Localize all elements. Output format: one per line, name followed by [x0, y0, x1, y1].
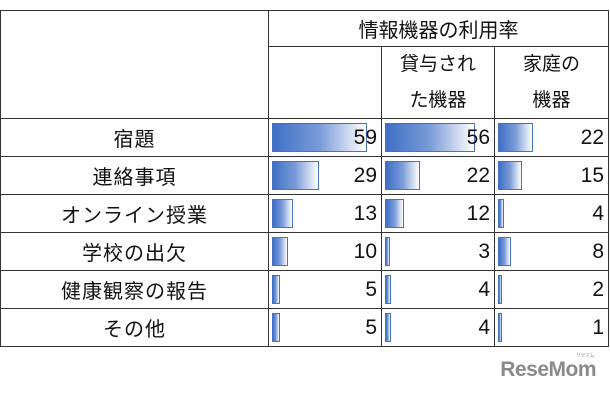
data-bar	[272, 161, 319, 190]
logo-text: ReseMom	[500, 358, 596, 381]
header-col2-line2: た機器	[381, 82, 495, 119]
header-col2-line1: 貸与され	[381, 46, 495, 83]
data-label: 1	[592, 315, 605, 339]
value-cell: 10	[268, 232, 382, 271]
bar-track	[385, 275, 480, 304]
value-cell: 12	[381, 194, 495, 233]
row-label: 宿題	[0, 118, 269, 157]
row-label: その他	[0, 308, 269, 347]
data-bar	[385, 237, 390, 266]
data-label: 8	[592, 239, 605, 263]
data-label: 4	[478, 315, 490, 339]
data-bar	[498, 123, 534, 152]
row-label: オンライン授業	[0, 194, 269, 233]
value-cell: 15	[493, 156, 610, 195]
data-label: 5	[365, 315, 377, 339]
data-label: 4	[592, 201, 605, 225]
table-row: 学校の出欠 10 3 8	[0, 232, 610, 271]
logo-small-text: リセマム	[575, 353, 595, 359]
data-bar	[385, 161, 421, 190]
data-bar	[385, 199, 405, 228]
bar-track	[385, 237, 480, 266]
data-label: 13	[353, 201, 377, 225]
data-bar	[272, 237, 289, 266]
header-row-2: 貸与され 家庭の	[1, 46, 610, 119]
data-label: 59	[353, 125, 377, 149]
value-cell: 22	[381, 156, 495, 195]
data-bar	[272, 275, 281, 304]
value-cell: 56	[381, 118, 495, 157]
value-cell: 59	[268, 118, 382, 157]
data-label: 12	[466, 201, 490, 225]
value-cell: 29	[268, 156, 382, 195]
header-row-1: 情報機器の利用率	[0, 10, 610, 119]
table-row: オンライン授業 13 12 4	[0, 194, 610, 233]
header-group-title: 情報機器の利用率	[267, 10, 610, 47]
data-label: 56	[466, 125, 490, 149]
value-cell: 1	[493, 308, 610, 347]
bar-track	[498, 123, 593, 152]
value-cell: 13	[268, 194, 382, 233]
data-label: 10	[353, 239, 377, 263]
data-bar	[385, 123, 476, 152]
row-label: 連絡事項	[0, 156, 269, 195]
table-row: 連絡事項 29 22 15	[0, 156, 610, 195]
bar-track	[498, 237, 593, 266]
bar-track	[272, 161, 367, 190]
value-cell: 5	[268, 270, 382, 309]
data-bar	[498, 161, 523, 190]
data-label: 22	[580, 125, 605, 149]
data-label: 22	[466, 163, 490, 187]
data-bar	[498, 237, 511, 266]
value-cell: 4	[381, 270, 495, 309]
bar-track	[498, 313, 593, 342]
data-table-container: 情報機器の利用率 貸与され 家庭の た機器 機器 宿題 59 56 22 連絡事項 29 2…	[0, 10, 610, 360]
header-corner-cell	[0, 10, 269, 119]
header-col3-line2: 機器	[493, 82, 610, 119]
data-bar	[272, 313, 281, 342]
bar-track	[272, 199, 367, 228]
bar-track	[498, 199, 593, 228]
header-col1-blank	[268, 46, 382, 119]
data-label: 5	[365, 277, 377, 301]
value-cell: 4	[381, 308, 495, 347]
bar-track	[385, 199, 480, 228]
bar-track	[272, 123, 367, 152]
bar-track	[385, 161, 480, 190]
data-bar	[498, 275, 502, 304]
value-cell: 8	[493, 232, 610, 271]
table-row: 健康観察の報告 5 4 2	[0, 270, 610, 309]
value-cell: 22	[493, 118, 610, 157]
data-label: 29	[353, 163, 377, 187]
data-bar	[385, 313, 392, 342]
bar-track	[498, 275, 593, 304]
data-label: 3	[478, 239, 490, 263]
table-row: 宿題 59 56 22	[0, 118, 610, 157]
bar-track	[498, 161, 593, 190]
data-label: 15	[580, 163, 605, 187]
bar-track	[385, 313, 480, 342]
data-label: 2	[592, 277, 605, 301]
usage-rate-table: 情報機器の利用率 貸与され 家庭の た機器 機器 宿題 59 56 22 連絡事項 29 2…	[0, 10, 610, 347]
bar-track	[272, 237, 367, 266]
bar-track	[385, 123, 480, 152]
data-bar	[272, 123, 367, 152]
data-bar	[385, 275, 392, 304]
bar-track	[272, 313, 367, 342]
data-bar	[272, 199, 293, 228]
value-cell: 3	[381, 232, 495, 271]
header-col3-line1: 家庭の	[493, 46, 610, 83]
value-cell: 2	[493, 270, 610, 309]
table-body: 情報機器の利用率 貸与され 家庭の た機器 機器 宿題 59 56 22 連絡事項 29 2…	[0, 10, 610, 347]
value-cell: 4	[493, 194, 610, 233]
data-bar	[498, 313, 502, 342]
table-row: その他 5 4 1	[0, 308, 610, 347]
value-cell: 5	[268, 308, 382, 347]
data-label: 4	[478, 277, 490, 301]
row-label: 学校の出欠	[0, 232, 269, 271]
data-bar	[498, 199, 505, 228]
row-label: 健康観察の報告	[0, 270, 269, 309]
resemom-logo: ReseMom リセマム	[500, 353, 596, 382]
bar-track	[272, 275, 367, 304]
